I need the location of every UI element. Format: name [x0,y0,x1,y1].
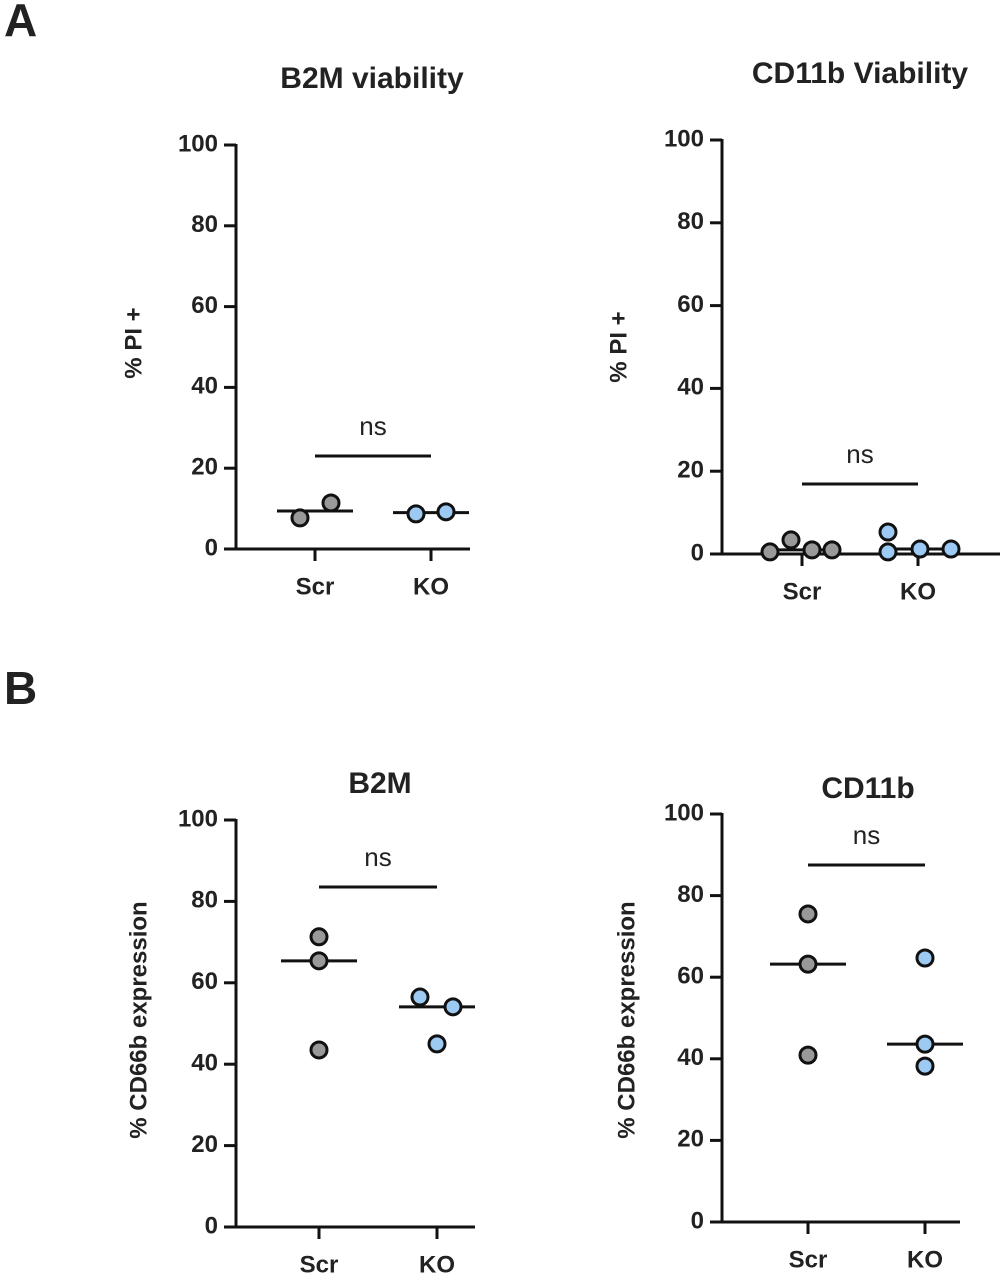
y-axis-label: % PI + [120,307,147,378]
data-point [798,954,818,974]
y-tick-label: 100 [178,805,218,832]
data-point [915,1034,935,1054]
data-point [802,540,822,560]
chart-title: CD11b [821,772,914,805]
y-axis-label: % CD66b expression [613,901,640,1138]
data-point [822,540,842,560]
y-tick-label: 40 [677,374,704,401]
significance-label: ns [853,820,880,850]
y-tick-label: 40 [191,373,218,400]
data-point [436,502,456,522]
data-point [309,951,329,971]
y-tick-label: 0 [205,534,218,561]
significance-label: ns [846,439,873,469]
data-point [798,1045,818,1065]
y-tick-label: 80 [677,208,704,235]
y-tick-label: 20 [677,457,704,484]
data-point [910,539,930,559]
y-tick-label: 60 [677,963,704,990]
y-tick-label: 0 [691,539,704,566]
y-tick-label: 0 [205,1212,218,1239]
y-tick-label: 100 [664,125,704,152]
data-point [427,1034,447,1054]
data-point [915,1056,935,1076]
x-tick-label: Scr [783,578,822,605]
y-tick-label: 20 [191,454,218,481]
data-point [309,1040,329,1060]
chart-title: B2M viability [280,62,464,95]
significance-label: ns [359,411,386,441]
y-tick-label: 100 [664,799,704,826]
x-tick-label: Scr [300,1251,339,1278]
y-tick-label: 40 [191,1050,218,1077]
y-tick-label: 20 [191,1131,218,1158]
y-tick-label: 0 [691,1207,704,1234]
y-tick-label: 100 [178,130,218,157]
data-point [321,493,341,513]
y-axis-label: % CD66b expression [125,901,152,1138]
data-point [760,542,780,562]
x-tick-label: KO [419,1251,455,1278]
data-point [915,948,935,968]
x-tick-label: Scr [789,1246,828,1273]
y-tick-label: 80 [191,211,218,238]
data-point [878,542,898,562]
y-tick-label: 60 [191,292,218,319]
data-point [798,904,818,924]
data-point [309,927,329,947]
y-tick-label: 80 [677,881,704,908]
x-tick-label: KO [907,1246,943,1273]
data-point [878,522,898,542]
data-point [941,539,961,559]
data-point [410,987,430,1007]
y-tick-label: 80 [191,887,218,914]
x-tick-label: KO [900,578,936,605]
significance-label: ns [364,842,391,872]
data-point [443,997,463,1017]
x-tick-label: KO [413,573,449,600]
x-tick-label: Scr [296,573,335,600]
panel-letter: A [4,0,37,46]
y-tick-label: 60 [677,291,704,318]
y-tick-label: 60 [191,968,218,995]
chart-title: CD11b Viability [752,57,969,90]
data-point [406,504,426,524]
y-tick-label: 40 [677,1044,704,1071]
chart-title: B2M [348,767,411,800]
data-point [290,508,310,528]
y-axis-label: % PI + [605,311,632,382]
panel-letter: B [4,662,37,714]
y-tick-label: 20 [677,1126,704,1153]
data-point [781,530,801,550]
